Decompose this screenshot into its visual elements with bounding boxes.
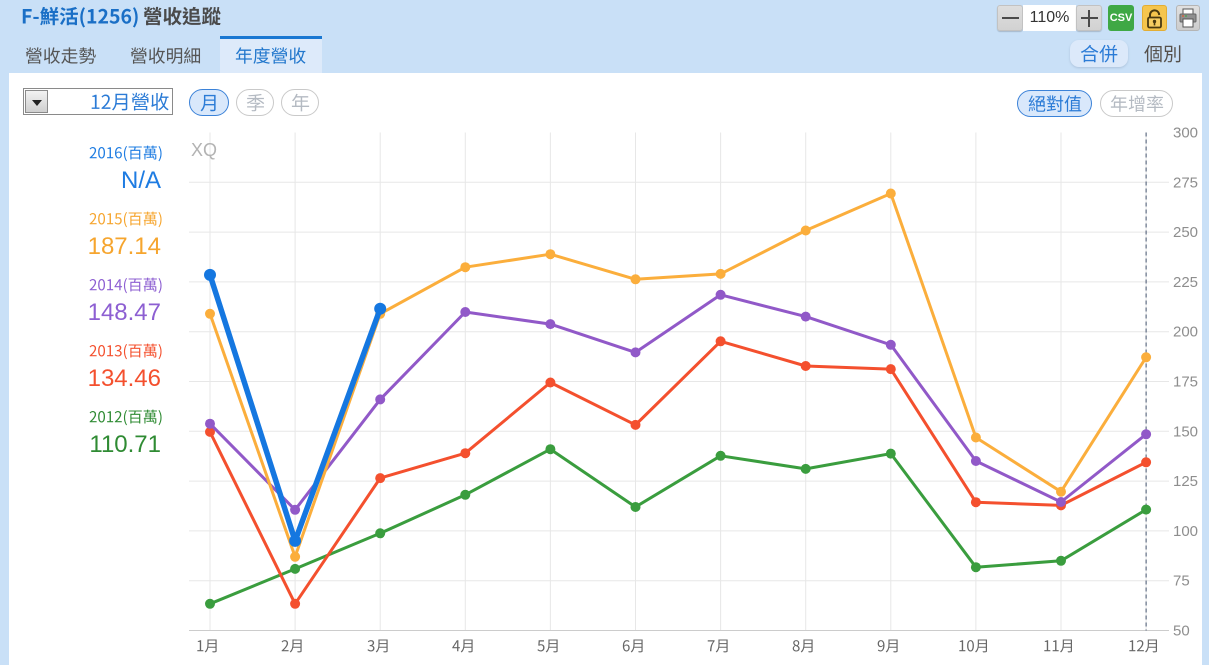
svg-text:250: 250 [1173, 224, 1198, 241]
svg-text:125: 125 [1173, 473, 1198, 490]
svg-text:50: 50 [1173, 623, 1190, 640]
svg-text:275: 275 [1173, 174, 1198, 191]
svg-text:100: 100 [1173, 523, 1198, 540]
svg-text:175: 175 [1173, 374, 1198, 391]
svg-text:200: 200 [1173, 324, 1198, 341]
svg-text:150: 150 [1173, 423, 1198, 440]
svg-text:75: 75 [1173, 573, 1190, 590]
svg-text:XQ: XQ [191, 140, 217, 160]
svg-text:300: 300 [1173, 125, 1198, 142]
svg-text:225: 225 [1173, 274, 1198, 291]
